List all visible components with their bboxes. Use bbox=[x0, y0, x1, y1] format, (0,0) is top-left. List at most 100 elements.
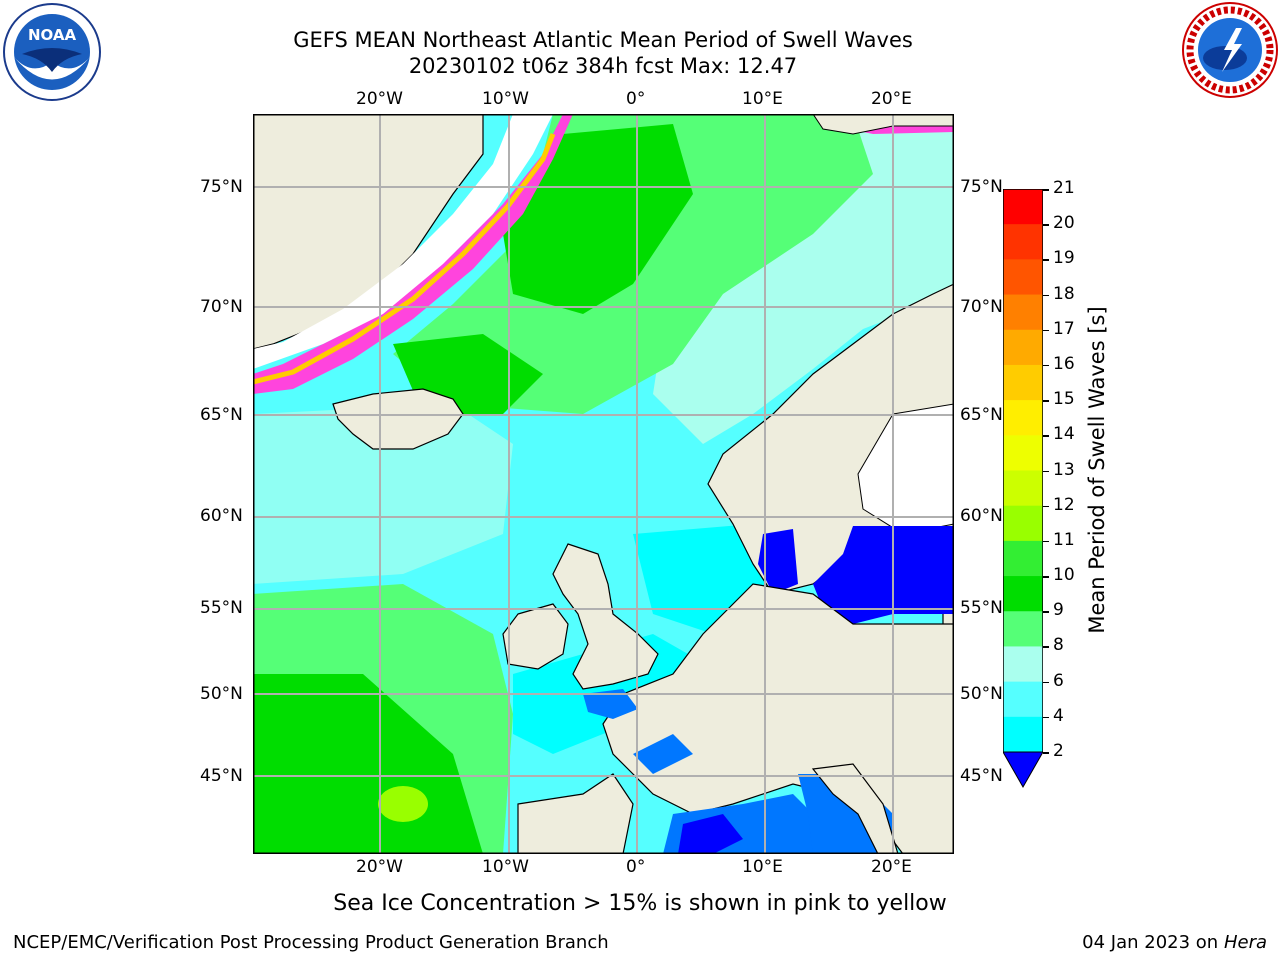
colorbar-tick-label: 20 bbox=[1053, 213, 1075, 234]
lon-label-bottom: 10°E bbox=[742, 857, 783, 877]
colorbar-segment bbox=[1003, 364, 1043, 401]
colorbar-tick-mark bbox=[1043, 189, 1049, 191]
sea-ice-no-data bbox=[253, 114, 553, 369]
colorbar-tick-mark bbox=[1043, 611, 1049, 613]
noaa-logo: NOAA bbox=[2, 2, 102, 102]
lon-label-bottom: 10°W bbox=[482, 857, 529, 877]
colorbar-tick-label: 2 bbox=[1053, 741, 1064, 761]
colorbar-tick-mark bbox=[1043, 364, 1049, 367]
sea-ice-edge bbox=[253, 133, 556, 385]
landmass-great-britain bbox=[552, 543, 659, 690]
colorbar-tick-label: 14 bbox=[1053, 424, 1075, 445]
chart-title-line2: 20230102 t06z 384h fcst Max: 12.47 bbox=[408, 54, 798, 78]
swell-zone-below-2 bbox=[678, 814, 743, 854]
lat-label-left: 75°N bbox=[200, 177, 243, 197]
footer-host: Hera bbox=[1223, 932, 1267, 953]
lon-label-top: 0° bbox=[626, 89, 646, 109]
footer-date: 04 Jan 2023 on Hera bbox=[1082, 932, 1267, 953]
colorbar-tick-label: 15 bbox=[1053, 389, 1075, 410]
colorbar-segment bbox=[1003, 611, 1043, 647]
swell-zone-below-2 bbox=[813, 526, 954, 624]
landmass-ireland bbox=[502, 603, 569, 670]
lat-label-right: 65°N bbox=[960, 405, 1003, 425]
lat-label-left: 60°N bbox=[200, 506, 243, 526]
colorbar-tick-label: 13 bbox=[1053, 459, 1075, 480]
lat-label-right: 75°N bbox=[960, 177, 1003, 197]
colorbar-segment bbox=[1003, 646, 1043, 683]
colorbar-segment bbox=[1003, 470, 1043, 507]
lon-label-top: 20°W bbox=[356, 89, 403, 109]
colorbar-tick-mark bbox=[1043, 435, 1049, 437]
colorbar-tick-mark bbox=[1043, 259, 1049, 261]
colorbar-tick-label: 12 bbox=[1053, 494, 1075, 515]
lat-label-left: 65°N bbox=[200, 405, 243, 425]
colorbar-tick-mark bbox=[1043, 400, 1049, 402]
colorbar-segment bbox=[1003, 435, 1043, 471]
colorbar-segment bbox=[1003, 294, 1043, 331]
lon-label-top: 10°W bbox=[482, 89, 529, 109]
lon-label-bottom: 20°E bbox=[871, 857, 912, 877]
colorbar-segment bbox=[1003, 681, 1043, 718]
footer-date-text: 04 Jan 2023 on bbox=[1082, 932, 1224, 953]
swell-zone-8-9 bbox=[253, 404, 513, 584]
swell-zone-2-4 bbox=[633, 734, 693, 774]
colorbar-tick-mark bbox=[1043, 505, 1049, 508]
colorbar-tick-label: 8 bbox=[1053, 635, 1064, 656]
colorbar-tick-mark bbox=[1043, 540, 1049, 543]
colorbar-tick-mark bbox=[1043, 752, 1049, 754]
colorbar-tick-label: 18 bbox=[1053, 283, 1075, 304]
swell-zone-below-2 bbox=[758, 529, 798, 594]
lon-label-top: 10°E bbox=[742, 89, 783, 109]
lat-label-left: 55°N bbox=[200, 598, 243, 618]
colorbar-segment bbox=[1003, 576, 1043, 612]
colorbar-tick-mark bbox=[1043, 329, 1049, 332]
colorbar-segment bbox=[1003, 716, 1043, 753]
colorbar-tick-mark bbox=[1043, 716, 1049, 719]
colorbar-tick-mark bbox=[1043, 224, 1049, 226]
colorbar-segment bbox=[1003, 505, 1043, 542]
colorbar-tick-mark bbox=[1043, 294, 1049, 297]
colorbar-tick-label: 9 bbox=[1053, 600, 1064, 621]
lat-label-right: 50°N bbox=[960, 684, 1003, 704]
colorbar-segment bbox=[1003, 224, 1043, 260]
colorbar-tick-label: 4 bbox=[1053, 705, 1064, 726]
colorbar-tick-mark bbox=[1043, 681, 1049, 684]
graticule bbox=[253, 114, 954, 854]
colorbar-segment bbox=[1003, 259, 1043, 296]
colorbar-tick-label: 17 bbox=[1053, 318, 1075, 339]
landmass-iceland bbox=[332, 388, 464, 450]
footer-credit: NCEP/EMC/Verification Post Processing Pr… bbox=[13, 932, 609, 953]
colorbar-segment bbox=[1003, 400, 1043, 436]
colorbar-tick-mark bbox=[1043, 470, 1049, 472]
colorbar-tick-label: 6 bbox=[1053, 670, 1064, 691]
lon-label-bottom: 20°W bbox=[356, 857, 403, 877]
lat-label-left: 45°N bbox=[200, 766, 243, 786]
sea-ice-note: Sea Ice Concentration > 15% is shown in … bbox=[333, 891, 947, 916]
colorbar-label: Mean Period of Swell Waves [s] bbox=[1085, 306, 1109, 634]
colorbar-extend-arrow bbox=[1003, 751, 1043, 789]
chart-title-line1: GEFS MEAN Northeast Atlantic Mean Period… bbox=[293, 28, 913, 52]
lat-label-left: 70°N bbox=[200, 297, 243, 317]
swell-zone-2-4 bbox=[583, 689, 638, 719]
lon-label-bottom: 0° bbox=[626, 857, 646, 877]
landmass-italy bbox=[811, 763, 899, 854]
colorbar bbox=[1003, 189, 1043, 789]
map-frame bbox=[253, 114, 954, 854]
swell-zone-10-11 bbox=[503, 124, 693, 314]
lon-label-top: 20°E bbox=[871, 89, 912, 109]
svg-text:NOAA: NOAA bbox=[28, 26, 77, 44]
lat-label-right: 45°N bbox=[960, 766, 1003, 786]
colorbar-tick-mark bbox=[1043, 576, 1049, 578]
colorbar-tick-label: 19 bbox=[1053, 248, 1075, 269]
lat-label-right: 70°N bbox=[960, 297, 1003, 317]
colorbar-segment bbox=[1003, 189, 1043, 225]
swell-zone-11-12 bbox=[378, 786, 428, 822]
swell-period-map bbox=[253, 114, 954, 854]
colorbar-segment bbox=[1003, 540, 1043, 577]
colorbar-tick-mark bbox=[1043, 646, 1049, 648]
colorbar-tick-label: 11 bbox=[1053, 529, 1075, 550]
sea-ice-band bbox=[253, 114, 573, 394]
colorbar-tick-label: 10 bbox=[1053, 565, 1075, 586]
colorbar-tick-label: 16 bbox=[1053, 353, 1075, 374]
landmass-iberia bbox=[517, 773, 634, 854]
